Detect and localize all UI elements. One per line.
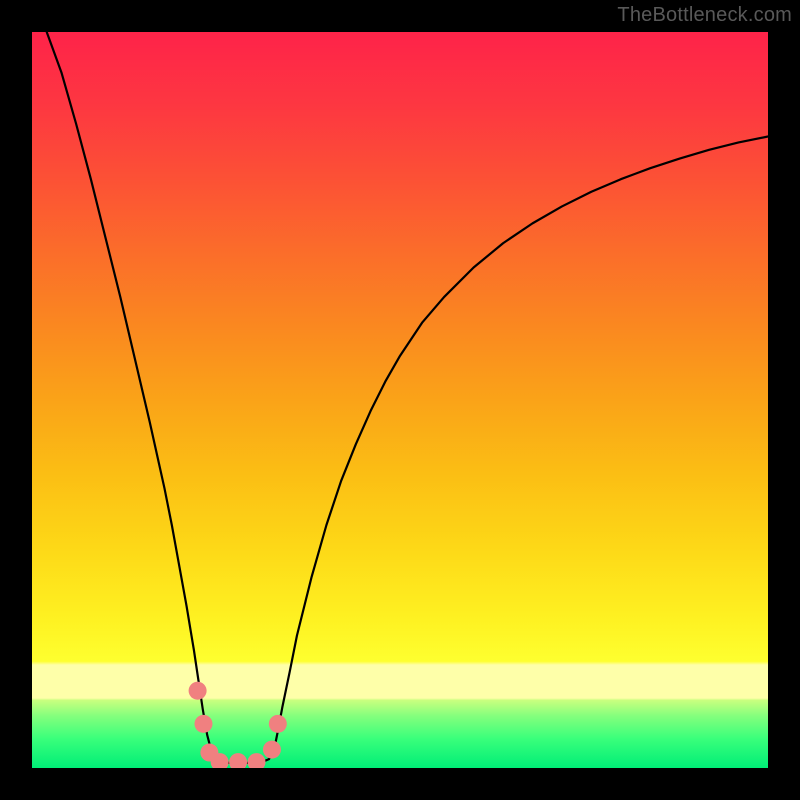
chart-background (32, 32, 768, 768)
marker-point (269, 715, 287, 733)
marker-point (194, 715, 212, 733)
marker-point (189, 682, 207, 700)
marker-point (263, 741, 281, 759)
watermark-text: TheBottleneck.com (617, 4, 792, 27)
chart-svg (32, 32, 768, 768)
chart-plot-area (32, 32, 768, 768)
